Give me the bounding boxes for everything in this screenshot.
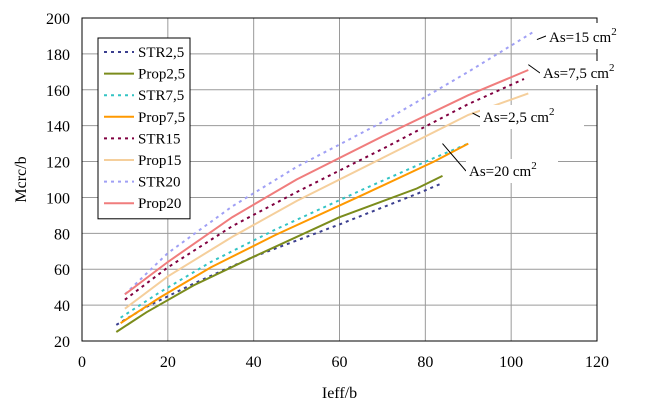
annotation-leader <box>528 65 540 73</box>
x-tick-label: 0 <box>78 354 86 371</box>
legend-label: STR7,5 <box>138 88 184 104</box>
y-tick-label: 180 <box>46 47 70 64</box>
x-tick-label: 60 <box>332 354 348 371</box>
x-axis-ticks: 0 20 40 60 80 100 120 <box>78 354 609 371</box>
annotation-leader <box>537 36 546 40</box>
y-tick-label: 20 <box>54 334 70 351</box>
x-tick-label: 120 <box>585 354 609 371</box>
legend-label: STR2,5 <box>138 45 184 61</box>
y-tick-label: 40 <box>54 298 70 315</box>
y-tick-label: 160 <box>46 83 70 100</box>
y-tick-label: 200 <box>46 11 70 28</box>
legend-box <box>98 38 190 219</box>
x-tick-label: 80 <box>417 354 433 371</box>
legend-label: STR20 <box>138 175 181 191</box>
y-tick-label: 80 <box>54 226 70 243</box>
legend-label: Prop7,5 <box>138 110 185 126</box>
legend-label: STR15 <box>138 131 181 147</box>
y-axis-label: Mcrc/b <box>13 156 30 202</box>
y-tick-label: 140 <box>46 119 70 136</box>
x-tick-label: 20 <box>160 354 176 371</box>
x-tick-label: 100 <box>499 354 523 371</box>
legend: STR2,5 Prop2,5 STR7,5 Prop7,5 STR15 Prop15 STR… <box>98 38 190 219</box>
annotation-leader <box>473 113 480 117</box>
y-axis-ticks: 20 40 60 80 100 120 140 160 180 200 <box>46 11 70 351</box>
legend-label: Prop2,5 <box>138 67 185 83</box>
legend-label: Prop15 <box>138 153 181 169</box>
legend-label: Prop20 <box>138 196 181 212</box>
y-tick-label: 100 <box>46 190 70 207</box>
y-tick-label: 120 <box>46 155 70 172</box>
x-tick-label: 40 <box>246 354 262 371</box>
y-tick-label: 60 <box>54 262 70 279</box>
x-axis-label: Ieff/b <box>322 385 357 402</box>
